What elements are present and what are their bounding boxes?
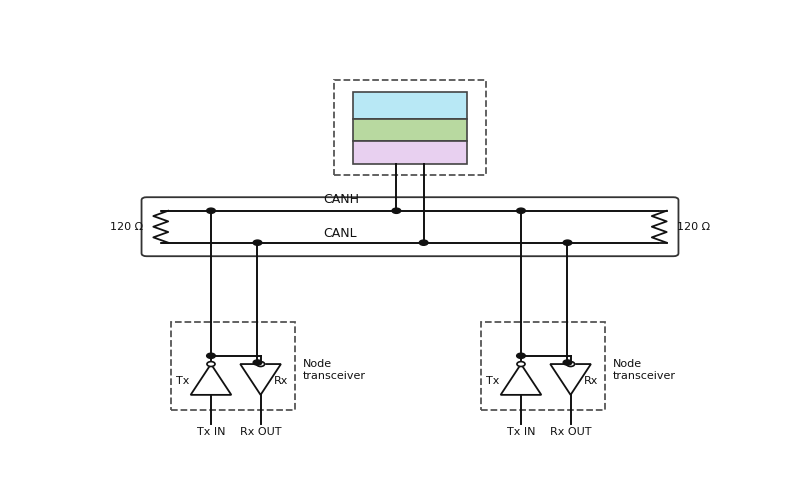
- Circle shape: [253, 240, 262, 245]
- Text: CANH: CANH: [323, 193, 359, 206]
- Circle shape: [419, 240, 428, 245]
- Bar: [171, 322, 295, 410]
- Text: Rx OUT: Rx OUT: [550, 427, 591, 437]
- Circle shape: [392, 208, 401, 213]
- Bar: [353, 119, 467, 141]
- Circle shape: [517, 362, 525, 366]
- Text: Rx: Rx: [584, 376, 598, 386]
- Text: 120 Ω: 120 Ω: [677, 222, 710, 232]
- Bar: [353, 141, 467, 164]
- Circle shape: [517, 208, 526, 213]
- Circle shape: [257, 362, 265, 366]
- Text: CAN
controller: CAN controller: [383, 119, 437, 141]
- Text: Tx IN: Tx IN: [197, 427, 226, 437]
- Text: Rx OUT: Rx OUT: [240, 427, 282, 437]
- Text: Tx IN: Tx IN: [506, 427, 535, 437]
- Bar: [353, 92, 467, 119]
- Text: MCU: MCU: [394, 98, 426, 112]
- Circle shape: [206, 353, 215, 358]
- Bar: [334, 81, 486, 175]
- Circle shape: [517, 353, 526, 358]
- Circle shape: [253, 360, 262, 365]
- Text: Node
transceiver: Node transceiver: [302, 359, 366, 381]
- Circle shape: [206, 208, 215, 213]
- Text: CANL: CANL: [323, 227, 357, 240]
- FancyBboxPatch shape: [142, 197, 678, 256]
- Text: 120 Ω: 120 Ω: [110, 222, 143, 232]
- Circle shape: [207, 362, 215, 366]
- Text: CAN
transceiver: CAN transceiver: [378, 142, 442, 163]
- Circle shape: [563, 240, 572, 245]
- Bar: [482, 322, 606, 410]
- Circle shape: [566, 362, 574, 366]
- Text: Tx: Tx: [486, 376, 499, 386]
- Text: Rx: Rx: [274, 376, 289, 386]
- Circle shape: [563, 360, 572, 365]
- Text: Node
transceiver: Node transceiver: [613, 359, 676, 381]
- Text: Tx: Tx: [176, 376, 190, 386]
